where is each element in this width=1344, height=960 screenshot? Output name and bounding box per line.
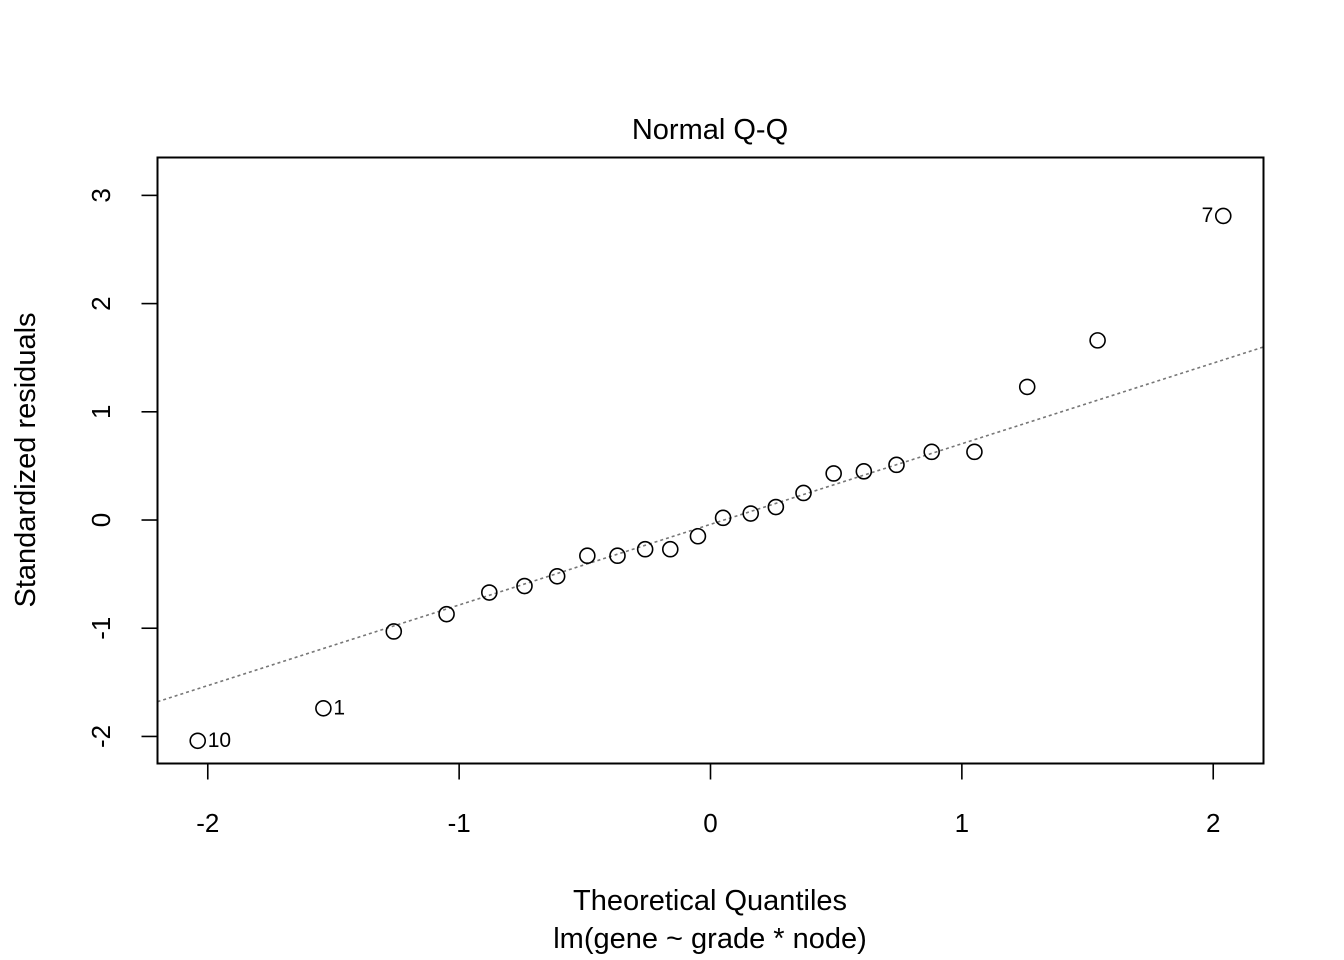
- chart-title: Normal Q-Q: [632, 114, 788, 146]
- data-point: [480, 584, 498, 601]
- x-axis: -2 -1 0 1 2: [196, 763, 1220, 838]
- data-point: [438, 605, 455, 623]
- x-axis-sublabel: lm(gene ~ grade * node): [553, 923, 867, 955]
- x-axis-label: Theoretical Quantiles: [573, 885, 847, 917]
- y-tick-label: -2: [86, 725, 116, 748]
- data-point: [689, 527, 707, 545]
- data-point: [636, 540, 654, 558]
- data-point: [661, 540, 679, 558]
- point-label: 10: [208, 729, 231, 752]
- y-tick-label: 0: [86, 513, 116, 527]
- reference-line-layer: [157, 346, 1264, 703]
- x-tick-label: 1: [955, 808, 969, 838]
- data-point: [742, 505, 760, 522]
- plot-frame: [156, 156, 1265, 765]
- data-point: [609, 547, 626, 565]
- y-tick-label: 1: [86, 405, 116, 419]
- y-tick-label: 3: [86, 188, 116, 202]
- data-point: [923, 443, 941, 461]
- data-point: [579, 547, 596, 565]
- data-point: [516, 577, 533, 595]
- x-tick-label: -1: [448, 808, 471, 838]
- data-point: [1018, 378, 1036, 396]
- data-point: [795, 484, 812, 502]
- data-point: [855, 463, 873, 480]
- data-point: [1214, 207, 1232, 225]
- point-label: 7: [1202, 204, 1214, 227]
- x-tick-label: -2: [196, 808, 219, 838]
- points-layer: [189, 207, 1232, 750]
- data-point: [966, 443, 983, 461]
- x-tick-label: 2: [1206, 808, 1220, 838]
- data-point: [888, 456, 905, 474]
- data-point: [825, 465, 842, 482]
- data-point: [714, 509, 732, 527]
- data-point: [1089, 332, 1106, 349]
- point-labels-layer: 10 1 7: [208, 204, 1214, 752]
- y-tick-label: -1: [86, 617, 116, 640]
- point-label: 1: [333, 696, 345, 719]
- data-point: [385, 623, 403, 640]
- data-point: [548, 567, 566, 585]
- y-axis: -2 -1 0 1 2 3: [86, 188, 158, 748]
- y-tick-label: 2: [86, 296, 116, 310]
- data-point: [767, 498, 785, 516]
- x-tick-label: 0: [703, 808, 717, 838]
- qq-reference-line: [157, 346, 1264, 703]
- data-point: [315, 700, 332, 717]
- y-axis-label: Standardized residuals: [10, 312, 42, 607]
- data-point: [189, 732, 207, 750]
